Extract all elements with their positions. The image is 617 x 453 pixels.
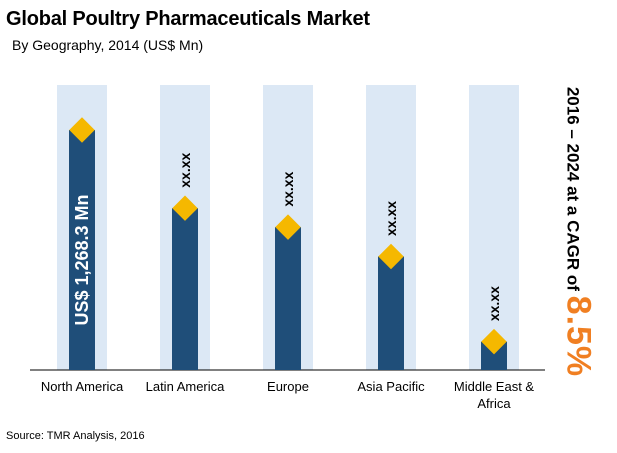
bar-marker — [378, 243, 404, 270]
bar-marker — [481, 328, 507, 355]
category-label: Latin America — [146, 379, 226, 394]
chart-title: Global Poultry Pharmaceuticals Market — [6, 8, 370, 30]
chart-subtitle: By Geography, 2014 (US$ Mn) — [12, 37, 204, 53]
category-label: Europe — [267, 379, 309, 394]
data-label: xx.xx — [383, 201, 399, 236]
data-label: xx.xx — [177, 152, 193, 187]
bar — [69, 130, 95, 370]
bar — [275, 227, 301, 370]
category-label: Asia Pacific — [357, 379, 425, 394]
bar — [172, 208, 198, 370]
source-note: Source: TMR Analysis, 2016 — [6, 430, 145, 442]
data-label: xx.xx — [486, 286, 502, 321]
category-label: Middle East & Africa — [454, 379, 535, 411]
data-label: xx.xx — [280, 171, 296, 206]
bar-marker — [275, 214, 301, 240]
bar — [378, 256, 404, 370]
cagr-prefix: 2016 – 2024 at a CAGR of — [563, 86, 583, 296]
cagr-value: 8.5% — [559, 295, 598, 378]
cagr-callout: 2016 – 2024 at a CAGR of 8.5% — [559, 87, 598, 377]
data-label: US$ 1,268.3 Mn — [72, 194, 92, 325]
category-label: North America — [41, 379, 124, 394]
bar-background-band — [469, 85, 519, 370]
